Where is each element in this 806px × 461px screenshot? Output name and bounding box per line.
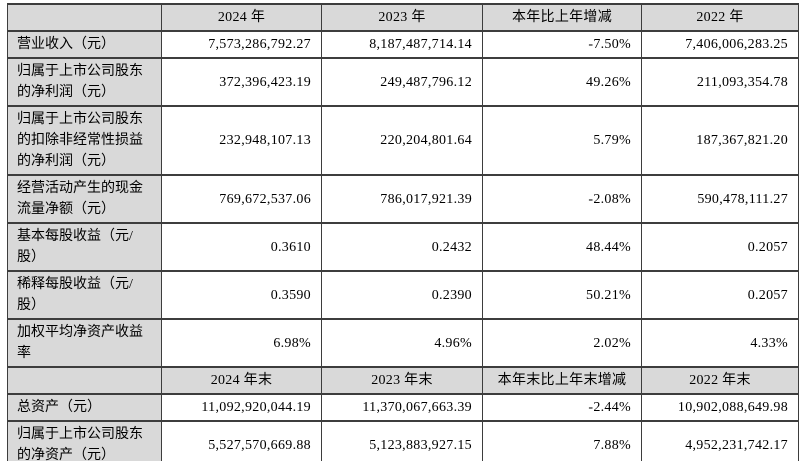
metric-label: 经营活动产生的现金流量净额（元） [7,174,162,224]
value-2024: 6.98% [161,318,322,368]
value-2024: 0.3590 [161,270,322,320]
yoy-change: -2.44% [482,393,642,422]
table-row-revenue: 营业收入（元） 7,573,286,792.27 8,187,487,714.1… [7,30,799,59]
value-2024: 232,948,107.13 [161,105,322,176]
table-row-net-assets: 归属于上市公司股东的净资产（元） 5,527,570,669.88 5,123,… [7,420,799,461]
corner-cell [7,3,162,32]
yoy-change: 50.21% [482,270,642,320]
value-2024: 0.3610 [161,222,322,272]
table-row-diluted-eps: 稀释每股收益（元/股） 0.3590 0.2390 50.21% 0.2057 [7,270,799,320]
value-2022: 211,093,354.78 [641,57,799,107]
yoy-change: 48.44% [482,222,642,272]
table-row-operating-cash-flow: 经营活动产生的现金流量净额（元） 769,672,537.06 786,017,… [7,174,799,224]
value-2024: 7,573,286,792.27 [161,30,322,59]
table-row-basic-eps: 基本每股收益（元/股） 0.3610 0.2432 48.44% 0.2057 [7,222,799,272]
col-header-yearend-change: 本年末比上年末增减 [482,366,642,395]
table-row-net-profit: 归属于上市公司股东的净利润（元） 372,396,423.19 249,487,… [7,57,799,107]
value-2022: 0.2057 [641,222,799,272]
value-2024: 769,672,537.06 [161,174,322,224]
table-row-total-assets: 总资产（元） 11,092,920,044.19 11,370,067,663.… [7,393,799,422]
metric-label: 归属于上市公司股东的净利润（元） [7,57,162,107]
value-2022: 4,952,231,742.17 [641,420,799,461]
col-header-2023-yearend: 2023 年末 [321,366,483,395]
value-2023: 249,487,796.12 [321,57,483,107]
col-header-yoy-change: 本年比上年增减 [482,3,642,32]
yearend-header-row: 2024 年末 2023 年末 本年末比上年末增减 2022 年末 [7,366,799,395]
metric-label: 营业收入（元） [7,30,162,59]
value-2023: 220,204,801.64 [321,105,483,176]
metric-label: 总资产（元） [7,393,162,422]
yoy-change: 49.26% [482,57,642,107]
yoy-change: -2.08% [482,174,642,224]
col-header-2024: 2024 年 [161,3,322,32]
yoy-change: 5.79% [482,105,642,176]
corner-cell [7,366,162,395]
metric-label: 稀释每股收益（元/股） [7,270,162,320]
value-2022: 10,902,088,649.98 [641,393,799,422]
value-2023: 0.2390 [321,270,483,320]
metric-label: 归属于上市公司股东的净资产（元） [7,420,162,461]
value-2022: 187,367,821.20 [641,105,799,176]
yoy-change: 2.02% [482,318,642,368]
value-2023: 8,187,487,714.14 [321,30,483,59]
annual-header-row: 2024 年 2023 年 本年比上年增减 2022 年 [7,3,799,32]
table-row-net-profit-excl-nonrecurring: 归属于上市公司股东的扣除非经常性损益的净利润（元） 232,948,107.13… [7,105,799,176]
value-2024: 5,527,570,669.88 [161,420,322,461]
metric-label: 基本每股收益（元/股） [7,222,162,272]
col-header-2024-yearend: 2024 年末 [161,366,322,395]
key-financials-table: 2024 年 2023 年 本年比上年增减 2022 年 营业收入（元） 7,5… [7,3,799,461]
value-2023: 4.96% [321,318,483,368]
value-2023: 11,370,067,663.39 [321,393,483,422]
col-header-2022: 2022 年 [641,3,799,32]
yoy-change: 7.88% [482,420,642,461]
value-2022: 7,406,006,283.25 [641,30,799,59]
value-2023: 0.2432 [321,222,483,272]
col-header-2022-yearend: 2022 年末 [641,366,799,395]
metric-label: 归属于上市公司股东的扣除非经常性损益的净利润（元） [7,105,162,176]
value-2023: 786,017,921.39 [321,174,483,224]
value-2022: 590,478,111.27 [641,174,799,224]
value-2022: 4.33% [641,318,799,368]
yoy-change: -7.50% [482,30,642,59]
value-2023: 5,123,883,927.15 [321,420,483,461]
col-header-2023: 2023 年 [321,3,483,32]
value-2022: 0.2057 [641,270,799,320]
value-2024: 11,092,920,044.19 [161,393,322,422]
value-2024: 372,396,423.19 [161,57,322,107]
metric-label: 加权平均净资产收益率 [7,318,162,368]
table-row-weighted-avg-roe: 加权平均净资产收益率 6.98% 4.96% 2.02% 4.33% [7,318,799,368]
